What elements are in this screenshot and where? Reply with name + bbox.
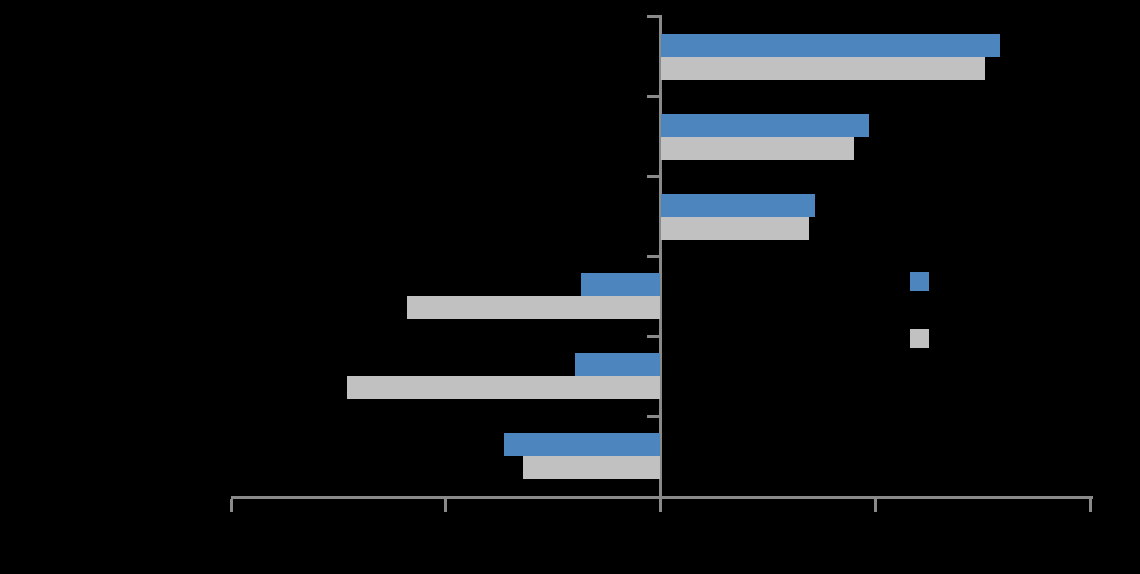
bar-blue-cat4 [581, 273, 661, 297]
category-axis-line [659, 15, 662, 512]
value-axis-tick [873, 499, 877, 512]
bar-blue-cat5 [574, 353, 661, 377]
bar-blue-cat1 [660, 34, 1000, 57]
category-axis-tick [647, 254, 659, 258]
value-axis-line [231, 496, 1093, 499]
category-axis-tick [647, 175, 659, 179]
bar-blue-cat2 [660, 113, 869, 137]
bar-gray-cat1 [660, 57, 985, 80]
bar-gray-cat5 [346, 376, 661, 400]
category-axis-tick [647, 15, 659, 18]
bar-blue-cat3 [660, 193, 816, 217]
value-axis-tick [444, 499, 448, 512]
bar-blue-cat6 [503, 433, 661, 457]
category-axis-tick [647, 334, 659, 338]
bar-gray-cat2 [660, 136, 854, 160]
legend-swatch-gray [910, 329, 929, 348]
category-axis-tick [647, 95, 659, 99]
bar-gray-cat3 [660, 216, 809, 240]
value-axis-tick [1088, 499, 1092, 512]
value-axis-tick [229, 499, 233, 512]
bar-gray-cat4 [407, 296, 661, 320]
category-axis-tick [647, 414, 659, 418]
bar-gray-cat6 [523, 456, 661, 480]
legend-swatch-blue [910, 272, 929, 291]
